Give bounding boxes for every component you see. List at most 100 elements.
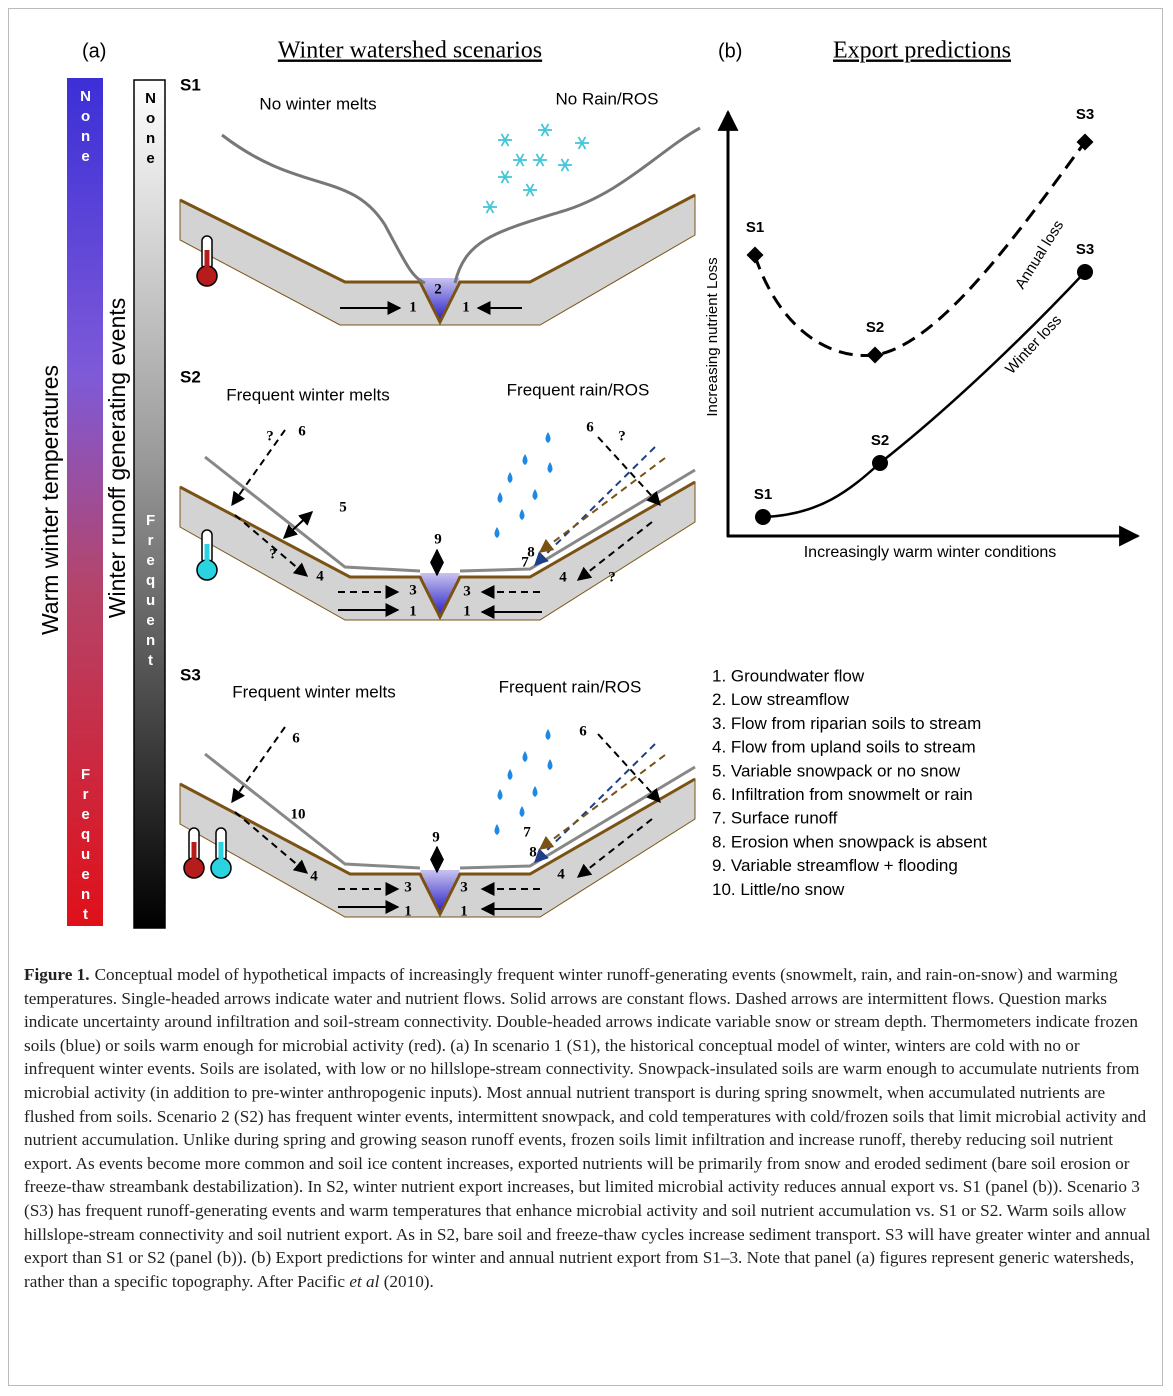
snowflake xyxy=(577,136,587,150)
arrow-label: 5 xyxy=(339,499,347,515)
figure: (a) Winter watershed scenarios (b) Expor… xyxy=(37,38,1141,929)
caption-label: Figure 1. xyxy=(24,965,90,984)
raindrop xyxy=(497,789,503,800)
circle-marker xyxy=(1077,264,1093,280)
thermometer xyxy=(191,842,197,864)
bar-label: Frequent xyxy=(77,766,94,926)
snowflake xyxy=(515,153,525,167)
arrow-label: 9 xyxy=(434,531,442,547)
caption-italic: et al xyxy=(349,1271,380,1291)
raindrop xyxy=(547,759,553,770)
scenario-heading: No winter melts xyxy=(259,94,376,113)
snowpack xyxy=(453,126,701,284)
arrow-label: 1 xyxy=(409,603,417,619)
arrow xyxy=(597,733,661,804)
raindrop xyxy=(519,806,525,817)
arrow-label: 1 xyxy=(409,299,417,315)
thermometer xyxy=(204,250,210,272)
arrow-label: ? xyxy=(266,428,274,444)
arrow-label: 8 xyxy=(529,844,537,860)
temperature-bar xyxy=(67,78,103,926)
point-label: S3 xyxy=(1076,106,1094,123)
circle-marker xyxy=(755,509,771,525)
arrow-label: 6 xyxy=(579,723,587,739)
arrow-label: 7 xyxy=(523,824,531,840)
raindrop xyxy=(545,729,551,740)
point-label: S1 xyxy=(746,219,764,236)
arrow-label: 4 xyxy=(557,866,565,882)
panel-label: (b) xyxy=(718,40,742,62)
arrow xyxy=(538,457,666,553)
panel-title: Winter watershed scenarios xyxy=(278,38,542,64)
arrow xyxy=(234,811,309,874)
legend-item: 2. Low streamflow xyxy=(712,690,850,709)
arrow-label: 7 xyxy=(521,554,529,570)
figure-frame xyxy=(8,8,1163,1386)
point-label: S2 xyxy=(871,432,889,449)
arrow-label: ? xyxy=(269,546,277,562)
runoff-bar xyxy=(133,79,166,929)
axis-label: Winter runoff generating events xyxy=(104,298,130,618)
soil-surface xyxy=(179,777,696,918)
snowpack xyxy=(221,133,426,285)
axis-label: Increasing nutrient Loss xyxy=(704,257,721,416)
arrow xyxy=(534,446,656,566)
arrow-label: 6 xyxy=(298,423,306,439)
raindrop xyxy=(547,462,553,473)
arrow-label: ? xyxy=(608,569,616,585)
scenario-heading: No Rain/ROS xyxy=(556,89,659,108)
arrow-label: 9 xyxy=(432,829,440,845)
curve-label: Winter loss xyxy=(1002,312,1065,378)
raindrop xyxy=(494,527,500,538)
arrow-label: 3 xyxy=(404,879,412,895)
thermometer xyxy=(218,842,224,864)
legend-item: 1. Groundwater flow xyxy=(712,666,865,685)
raindrop xyxy=(507,769,513,780)
diamond-marker xyxy=(866,346,884,364)
legend-item: 5. Variable snowpack or no snow xyxy=(712,761,961,780)
raindrop xyxy=(507,472,513,483)
bar-label: None xyxy=(77,88,94,168)
snowflake xyxy=(560,158,570,172)
legend-item: 10. Little/no snow xyxy=(712,880,845,899)
caption: Figure 1. Conceptual model of hypothetica… xyxy=(24,963,1154,1293)
arrow xyxy=(534,743,656,863)
scenario-id: S3 xyxy=(180,665,201,684)
panel-title: Export predictions xyxy=(833,38,1011,64)
stream-water xyxy=(420,870,460,912)
scenario-heading: Frequent rain/ROS xyxy=(499,677,642,696)
legend-item: 7. Surface runoff xyxy=(712,809,838,828)
arrow-label: 6 xyxy=(586,419,594,435)
scenario-heading: Frequent winter melts xyxy=(226,385,389,404)
arrow-label: 4 xyxy=(316,568,324,584)
arrow xyxy=(231,726,286,804)
arrow-label: 3 xyxy=(463,583,471,599)
snowpack xyxy=(204,752,421,870)
legend-item: 8. Erosion when snowpack is absent xyxy=(712,832,987,851)
snowpack xyxy=(204,455,421,573)
scenario-heading: Frequent rain/ROS xyxy=(507,380,650,399)
arrow-label: 3 xyxy=(409,582,417,598)
bar-label: None xyxy=(142,90,159,170)
snowflake xyxy=(525,183,535,197)
soil-surface xyxy=(179,480,696,621)
panel-label: (a) xyxy=(82,40,106,62)
arrow xyxy=(231,429,286,507)
arrow-label: 1 xyxy=(404,903,412,919)
snowpack xyxy=(459,765,696,870)
legend-item: 4. Flow from upland soils to stream xyxy=(712,738,976,757)
arrow-label: 4 xyxy=(559,569,567,585)
snowflake xyxy=(500,133,510,147)
snowflake xyxy=(535,153,545,167)
raindrop xyxy=(497,492,503,503)
arrow xyxy=(576,521,653,581)
thermometer xyxy=(204,544,210,566)
arrow-label: 1 xyxy=(460,903,468,919)
stream-water xyxy=(420,278,460,320)
annual-loss-curve xyxy=(753,141,1087,358)
arrow-label: 1 xyxy=(462,299,470,315)
arrow-label: 1 xyxy=(463,603,471,619)
arrow xyxy=(576,818,653,878)
caption-text: Conceptual model of hypothetical impacts… xyxy=(24,965,1151,1291)
snowflake xyxy=(485,200,495,214)
